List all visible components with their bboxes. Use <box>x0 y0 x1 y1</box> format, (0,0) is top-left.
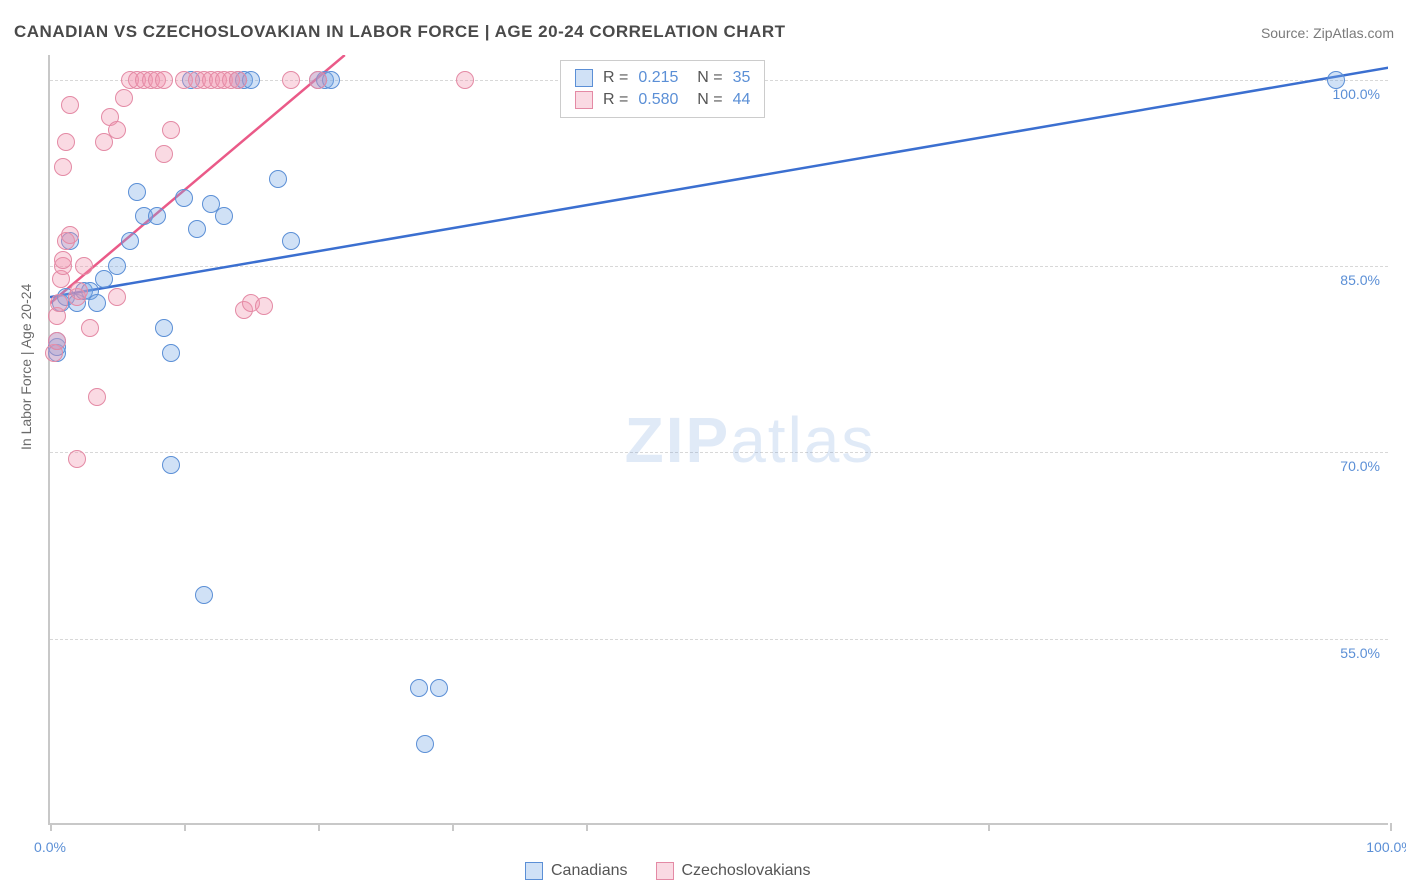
data-point-canadians <box>162 344 180 362</box>
data-point-canadians <box>416 735 434 753</box>
y-tick-label: 85.0% <box>1340 272 1380 288</box>
data-point-czechoslovakians <box>50 294 68 312</box>
data-point-czechoslovakians <box>108 121 126 139</box>
correlation-legend: R = 0.215 N = 35R = 0.580 N = 44 <box>560 60 765 118</box>
legend-n-label: N = <box>688 91 722 109</box>
x-tick-mark <box>318 823 320 831</box>
data-point-canadians <box>410 679 428 697</box>
source-attribution: Source: ZipAtlas.com <box>1261 25 1394 41</box>
data-point-czechoslovakians <box>70 282 88 300</box>
data-point-canadians <box>88 294 106 312</box>
x-tick-mark <box>184 823 186 831</box>
data-point-czechoslovakians <box>54 158 72 176</box>
data-point-czechoslovakians <box>88 388 106 406</box>
legend-r-label: R = <box>603 91 628 109</box>
x-tick-label: 100.0% <box>1366 839 1406 855</box>
y-tick-label: 70.0% <box>1340 458 1380 474</box>
data-point-czechoslovakians <box>57 133 75 151</box>
legend-swatch <box>575 91 593 109</box>
legend-n-value: 35 <box>733 69 751 87</box>
data-point-canadians <box>148 207 166 225</box>
series-legend: Canadians Czechoslovakians <box>525 862 810 880</box>
data-point-czechoslovakians <box>162 121 180 139</box>
gridline <box>50 266 1388 267</box>
data-point-czechoslovakians <box>68 450 86 468</box>
data-point-czechoslovakians <box>456 71 474 89</box>
legend-stats-row: R = 0.580 N = 44 <box>575 89 750 111</box>
gridline <box>50 639 1388 640</box>
legend-swatch <box>525 862 543 880</box>
data-point-czechoslovakians <box>61 96 79 114</box>
data-point-canadians <box>1327 71 1345 89</box>
x-tick-mark <box>1390 823 1392 831</box>
data-point-czechoslovakians <box>54 251 72 269</box>
data-point-czechoslovakians <box>48 332 66 350</box>
legend-swatch <box>656 862 674 880</box>
chart-title: CANADIAN VS CZECHOSLOVAKIAN IN LABOR FOR… <box>14 22 785 42</box>
data-point-czechoslovakians <box>282 71 300 89</box>
data-point-czechoslovakians <box>108 288 126 306</box>
data-point-canadians <box>430 679 448 697</box>
legend-stats-row: R = 0.215 N = 35 <box>575 67 750 89</box>
data-point-czechoslovakians <box>155 71 173 89</box>
data-point-czechoslovakians <box>81 319 99 337</box>
data-point-canadians <box>195 586 213 604</box>
data-point-czechoslovakians <box>155 145 173 163</box>
data-point-canadians <box>282 232 300 250</box>
legend-r-value: 0.580 <box>638 91 678 109</box>
scatter-chart: 55.0%70.0%85.0%100.0%0.0%100.0% <box>48 55 1388 825</box>
legend-swatch <box>575 69 593 87</box>
data-point-czechoslovakians <box>61 226 79 244</box>
data-point-canadians <box>108 257 126 275</box>
legend-item-canadians: Canadians <box>525 862 628 880</box>
legend-r-label: R = <box>603 69 628 87</box>
x-tick-mark <box>452 823 454 831</box>
data-point-czechoslovakians <box>115 89 133 107</box>
legend-n-value: 44 <box>733 91 751 109</box>
legend-series-label: Czechoslovakians <box>682 862 811 880</box>
y-axis-label: In Labor Force | Age 20-24 <box>18 284 34 450</box>
legend-r-value: 0.215 <box>638 69 678 87</box>
data-point-canadians <box>121 232 139 250</box>
legend-item-czechoslovakians: Czechoslovakians <box>656 862 811 880</box>
data-point-canadians <box>175 189 193 207</box>
trend-lines <box>50 55 1388 823</box>
data-point-czechoslovakians <box>309 71 327 89</box>
x-tick-label: 0.0% <box>34 839 66 855</box>
x-tick-mark <box>988 823 990 831</box>
data-point-canadians <box>269 170 287 188</box>
x-tick-mark <box>50 823 52 831</box>
data-point-canadians <box>162 456 180 474</box>
data-point-czechoslovakians <box>255 297 273 315</box>
legend-n-label: N = <box>688 69 722 87</box>
x-tick-mark <box>586 823 588 831</box>
gridline <box>50 452 1388 453</box>
data-point-czechoslovakians <box>229 71 247 89</box>
data-point-canadians <box>155 319 173 337</box>
data-point-canadians <box>128 183 146 201</box>
data-point-czechoslovakians <box>75 257 93 275</box>
legend-series-label: Canadians <box>551 862 628 880</box>
data-point-canadians <box>215 207 233 225</box>
y-tick-label: 55.0% <box>1340 645 1380 661</box>
data-point-canadians <box>188 220 206 238</box>
